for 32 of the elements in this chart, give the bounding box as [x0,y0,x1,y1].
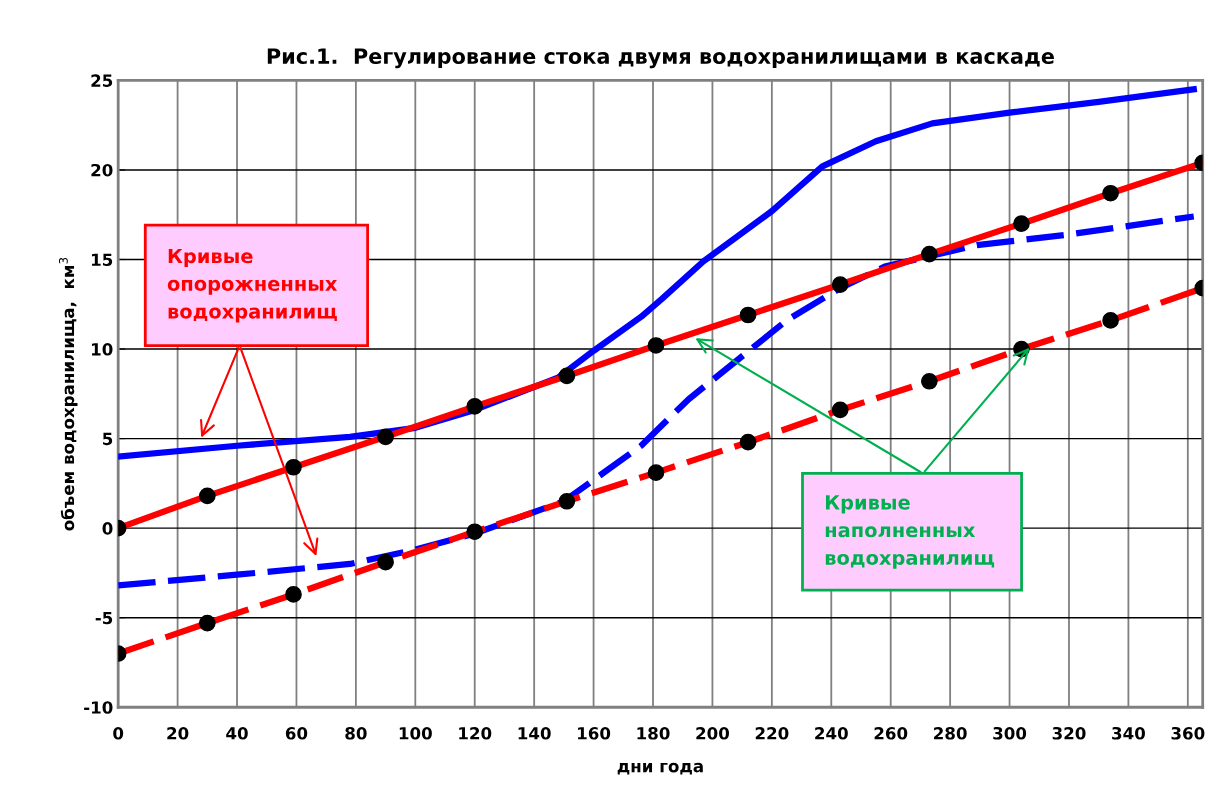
annotation: Кривые наполненных водохранилищ [825,495,995,569]
y-axis-title: объем водохранилища, км$^{3}$ [58,257,78,531]
x-tick-label: 100 [399,726,432,740]
y-tick-label: 0 [102,522,113,535]
x-tick-label: 20 [167,726,189,740]
y-tick-label: 15 [92,253,113,267]
y-tick-label: 5 [103,432,113,446]
annotation: Кривые опорожненных водохранилищ [167,248,338,323]
x-tick-label: 140 [518,726,551,740]
x-tick-label: 200 [696,726,730,740]
x-tick-label: 160 [578,726,611,740]
x-tick-label: 80 [345,726,367,740]
x-tick-label: 260 [874,726,908,740]
y-tick-label: -10 [84,701,113,714]
chart-title: Рис.1. Регулирование стока двумя водохранилищами в каскаде [267,48,1054,69]
x-tick-label: 220 [755,726,789,740]
x-tick-label: 60 [285,726,308,740]
x-tick-label: 0 [113,726,124,740]
y-tick-label: 10 [92,343,113,356]
x-tick-label: 120 [459,726,492,740]
x-tick-label: 180 [637,726,670,740]
x-tick-label: 40 [226,726,248,740]
y-tick-label: 25 [91,74,113,87]
y-tick-label: -5 [95,611,113,625]
x-axis-title: дни года [617,762,703,775]
x-tick-label: 240 [815,726,848,740]
x-tick-label: 340 [1112,726,1145,740]
x-tick-label: 280 [934,726,967,740]
y-tick-label: 20 [91,163,113,177]
x-tick-label: 320 [1052,726,1086,740]
x-tick-label: 360 [1171,726,1205,740]
x-tick-label: 300 [993,726,1027,740]
